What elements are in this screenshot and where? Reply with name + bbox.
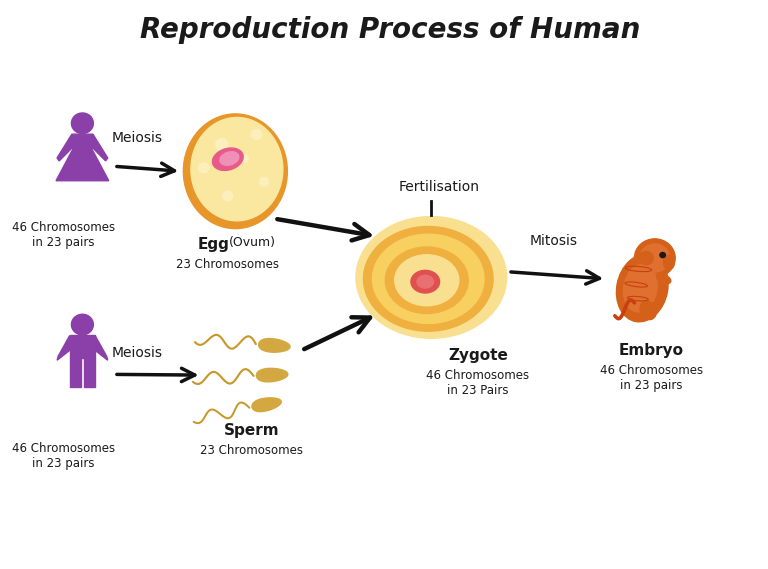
Circle shape — [216, 139, 228, 150]
Text: Egg: Egg — [197, 237, 230, 252]
Ellipse shape — [191, 117, 283, 221]
Polygon shape — [57, 336, 70, 360]
Circle shape — [71, 314, 94, 335]
Ellipse shape — [411, 270, 439, 293]
Circle shape — [240, 155, 249, 162]
Ellipse shape — [664, 255, 674, 269]
Text: Sperm: Sperm — [224, 423, 280, 438]
Ellipse shape — [372, 234, 484, 323]
Circle shape — [71, 113, 94, 134]
Ellipse shape — [657, 274, 670, 284]
Text: Meiosis: Meiosis — [111, 346, 162, 360]
Text: Fertilisation: Fertilisation — [399, 180, 479, 194]
Polygon shape — [57, 134, 73, 161]
Polygon shape — [92, 134, 108, 161]
Polygon shape — [72, 134, 93, 149]
Text: 46 Chromosomes
in 23 pairs: 46 Chromosomes in 23 pairs — [12, 221, 115, 249]
Text: Embryo: Embryo — [619, 343, 684, 357]
Text: 46 Chromosomes
in 23 pairs: 46 Chromosomes in 23 pairs — [12, 442, 115, 471]
Polygon shape — [70, 336, 95, 358]
Ellipse shape — [617, 254, 668, 322]
Circle shape — [251, 130, 262, 139]
Text: Reproduction Process of Human: Reproduction Process of Human — [140, 16, 640, 44]
Polygon shape — [95, 336, 108, 360]
Ellipse shape — [386, 247, 468, 314]
Circle shape — [260, 178, 269, 186]
Text: Meiosis: Meiosis — [111, 131, 162, 145]
Polygon shape — [259, 339, 290, 352]
Text: Mitosis: Mitosis — [529, 234, 578, 248]
Ellipse shape — [184, 114, 287, 229]
Text: 23 Chromosomes: 23 Chromosomes — [200, 444, 303, 457]
Text: 23 Chromosomes: 23 Chromosomes — [177, 258, 280, 271]
Polygon shape — [56, 149, 109, 181]
Polygon shape — [70, 358, 81, 387]
Ellipse shape — [213, 148, 243, 171]
Text: 46 Chromosomes
in 23 pairs: 46 Chromosomes in 23 pairs — [600, 364, 703, 392]
Ellipse shape — [395, 255, 458, 306]
Polygon shape — [252, 398, 281, 411]
Circle shape — [223, 191, 233, 201]
Circle shape — [660, 253, 665, 258]
Ellipse shape — [640, 301, 657, 320]
Text: (Ovum): (Ovum) — [230, 236, 276, 249]
Ellipse shape — [356, 217, 507, 339]
Text: Zygote: Zygote — [448, 348, 508, 363]
Ellipse shape — [624, 265, 657, 312]
Text: 46 Chromosomes
in 23 Pairs: 46 Chromosomes in 23 Pairs — [426, 369, 530, 397]
Ellipse shape — [220, 152, 239, 165]
Ellipse shape — [417, 275, 434, 288]
Circle shape — [198, 163, 209, 172]
Circle shape — [639, 251, 654, 265]
Circle shape — [640, 244, 670, 272]
Polygon shape — [84, 358, 95, 387]
Polygon shape — [257, 368, 288, 382]
Ellipse shape — [363, 226, 493, 331]
Circle shape — [634, 239, 675, 277]
